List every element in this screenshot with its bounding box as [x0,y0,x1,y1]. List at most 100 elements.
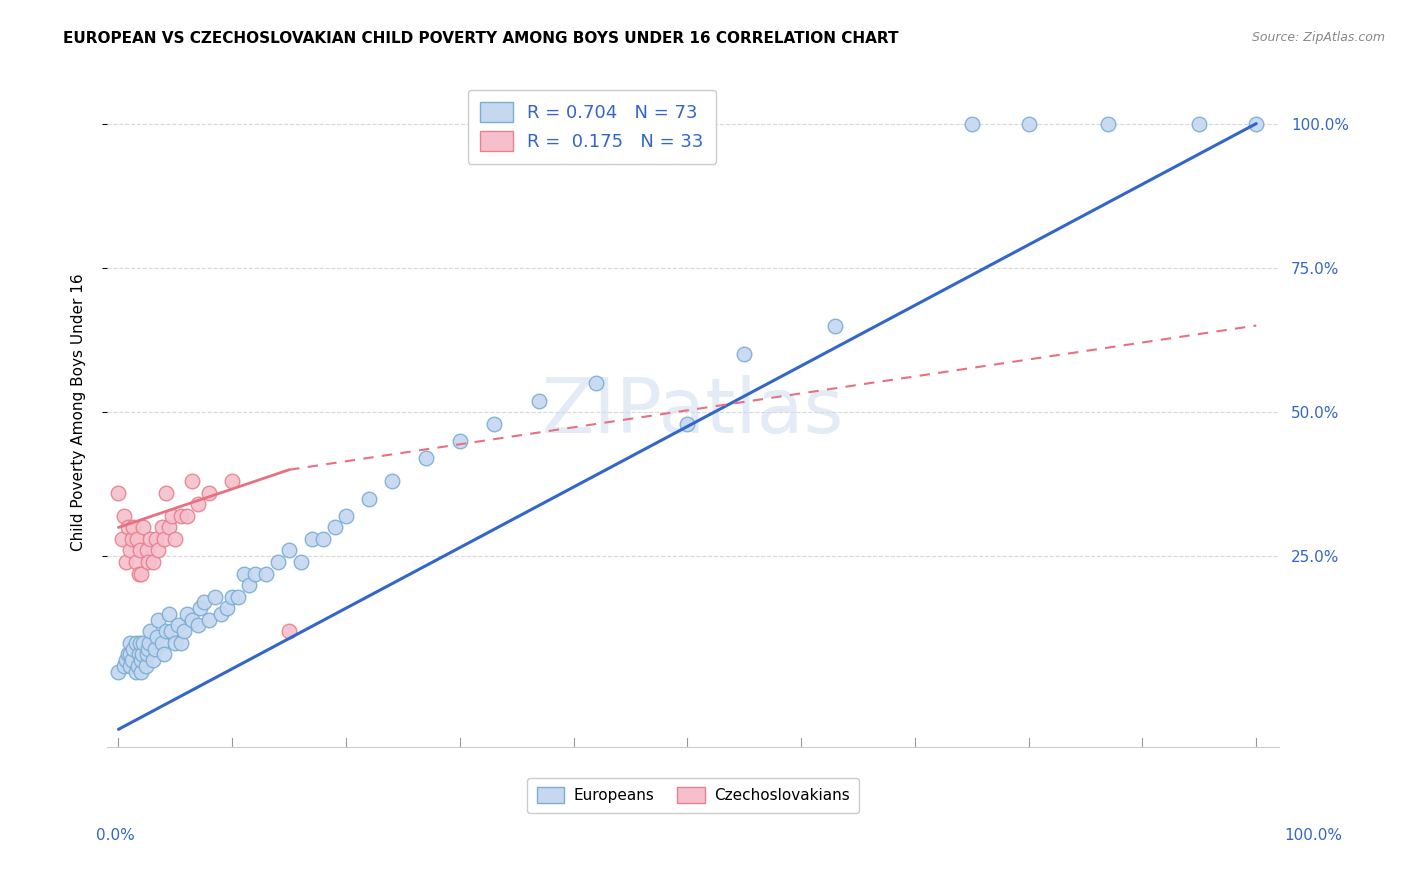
Point [129,665,152,679]
Point [124,636,146,650]
Point [187,618,209,632]
Point [449,434,471,448]
Point [128,566,150,581]
Text: 100.0%: 100.0% [1285,828,1343,843]
Point [278,543,301,558]
Point [122,520,145,534]
Point [115,555,138,569]
Point [118,659,141,673]
Text: ZIPatlas: ZIPatlas [541,375,844,449]
Point [170,508,193,523]
Point [118,648,141,662]
Point [335,508,357,523]
Point [150,636,173,650]
Point [132,636,155,650]
Point [198,485,221,500]
Point [254,566,277,581]
Point [135,648,157,662]
Point [166,618,188,632]
Point [312,532,335,546]
Point [733,347,755,361]
Point [138,636,160,650]
Point [415,451,437,466]
Point [238,578,260,592]
Point [121,653,143,667]
Point [232,566,254,581]
Point [129,566,152,581]
Point [153,532,176,546]
Point [148,613,170,627]
Point [380,475,402,489]
Point [157,520,180,534]
Point [135,543,157,558]
Y-axis label: Child Poverty Among Boys Under 16: Child Poverty Among Boys Under 16 [72,273,86,551]
Point [190,601,212,615]
Point [150,520,173,534]
Point [107,665,129,679]
Point [960,117,983,131]
Point [529,393,551,408]
Point [111,532,134,546]
Point [209,607,232,621]
Point [129,653,152,667]
Point [1244,117,1267,131]
Point [221,475,243,489]
Point [181,475,204,489]
Point [125,532,148,546]
Point [187,497,209,511]
Point [170,636,193,650]
Text: Source: ZipAtlas.com: Source: ZipAtlas.com [1251,31,1385,45]
Point [357,491,380,506]
Point [142,555,165,569]
Text: EUROPEAN VS CZECHOSLOVAKIAN CHILD POVERTY AMONG BOYS UNDER 16 CORRELATION CHART: EUROPEAN VS CZECHOSLOVAKIAN CHILD POVERT… [63,31,898,46]
Point [290,555,312,569]
Point [142,653,165,667]
Point [267,555,290,569]
Point [129,543,152,558]
Point [145,532,167,546]
Point [128,648,150,662]
Point [221,590,243,604]
Point [118,636,141,650]
Point [204,590,226,604]
Point [676,417,699,431]
Point [112,659,135,673]
Point [198,613,221,627]
Point [165,636,187,650]
Point [155,624,177,639]
Point [118,543,141,558]
Point [148,543,170,558]
Point [181,613,204,627]
Point [193,595,215,609]
Point [243,566,266,581]
Legend: Europeans, Czechoslovakians: Europeans, Czechoslovakians [527,779,859,813]
Point [1188,117,1211,131]
Point [107,485,129,500]
Point [112,508,135,523]
Point [159,624,181,639]
Point [153,648,176,662]
Point [131,648,153,662]
Point [136,641,159,656]
Point [124,665,146,679]
Point [176,607,198,621]
Point [127,659,149,673]
Point [117,520,139,534]
Point [165,532,187,546]
Point [1018,117,1040,131]
Point [160,508,183,523]
Point [155,485,177,500]
Point [139,624,162,639]
Point [176,508,198,523]
Point [132,520,155,534]
Point [117,648,139,662]
Point [278,624,301,639]
Point [585,376,607,391]
Point [121,532,143,546]
Point [824,318,846,333]
Point [143,641,166,656]
Point [129,636,152,650]
Point [122,641,145,656]
Point [482,417,505,431]
Point [146,630,169,644]
